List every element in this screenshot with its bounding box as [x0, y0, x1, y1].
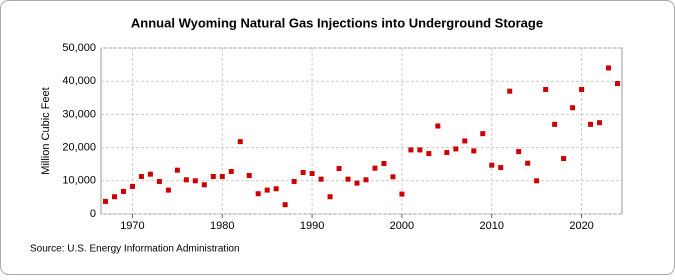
point — [165, 187, 171, 193]
x-tick-label: 1990 — [300, 220, 324, 232]
x-tick-label: 2010 — [480, 220, 504, 232]
point — [480, 131, 486, 137]
point — [183, 177, 189, 183]
point — [561, 156, 567, 162]
point — [156, 178, 162, 184]
x-tick-label: 2020 — [569, 220, 593, 232]
y-tick-label: 50,000 — [62, 42, 96, 54]
y-axis-label: Million Cubic Feet — [40, 87, 52, 174]
point — [345, 176, 351, 182]
point — [552, 121, 558, 127]
point — [147, 171, 153, 177]
point — [246, 172, 252, 178]
y-tick-label: 40,000 — [62, 75, 96, 87]
point — [318, 176, 324, 182]
point — [264, 187, 270, 193]
point — [498, 165, 504, 171]
x-tick-label: 1980 — [210, 220, 234, 232]
point — [174, 167, 180, 173]
point — [129, 183, 135, 189]
source: Source: U.S. Energy Information Administ… — [30, 244, 240, 255]
point — [192, 178, 198, 184]
point — [282, 202, 288, 208]
point — [390, 174, 396, 180]
point — [471, 148, 477, 154]
point — [120, 188, 126, 194]
point — [273, 186, 279, 192]
point — [363, 177, 369, 183]
point — [219, 173, 225, 179]
point — [408, 147, 414, 153]
point — [228, 169, 234, 175]
point — [291, 178, 297, 184]
y-tick-label: 30,000 — [62, 108, 96, 120]
point — [327, 194, 333, 200]
point — [102, 198, 108, 204]
point — [534, 178, 540, 184]
point — [588, 121, 594, 127]
x-tick-label: 1970 — [120, 220, 144, 232]
chart-title: Annual Wyoming Natural Gas Injections in… — [131, 15, 543, 30]
point — [300, 170, 306, 175]
point — [597, 120, 603, 126]
point — [489, 162, 495, 168]
x-tick-label: 2000 — [390, 220, 414, 232]
point — [372, 165, 378, 171]
point — [111, 194, 117, 200]
point — [615, 81, 621, 87]
point — [507, 88, 513, 94]
point — [210, 173, 216, 179]
point — [417, 147, 423, 153]
point — [336, 166, 342, 172]
point — [444, 150, 450, 156]
point — [606, 65, 612, 71]
point — [255, 191, 261, 197]
point — [462, 138, 468, 144]
point — [399, 191, 405, 197]
point — [309, 170, 315, 176]
y-tick-label: 0 — [90, 208, 96, 220]
point — [453, 146, 459, 152]
point — [381, 161, 387, 167]
point — [579, 87, 585, 92]
point — [201, 182, 207, 188]
point — [516, 149, 522, 155]
point — [138, 173, 144, 179]
point — [543, 87, 549, 92]
point — [237, 139, 243, 145]
point — [570, 105, 576, 111]
point — [525, 160, 531, 166]
point — [426, 151, 432, 157]
y-tick-label: 20,000 — [62, 142, 96, 154]
point — [354, 180, 360, 186]
plot-area — [100, 47, 623, 215]
y-tick-label: 10,000 — [62, 175, 96, 187]
point — [435, 123, 441, 129]
